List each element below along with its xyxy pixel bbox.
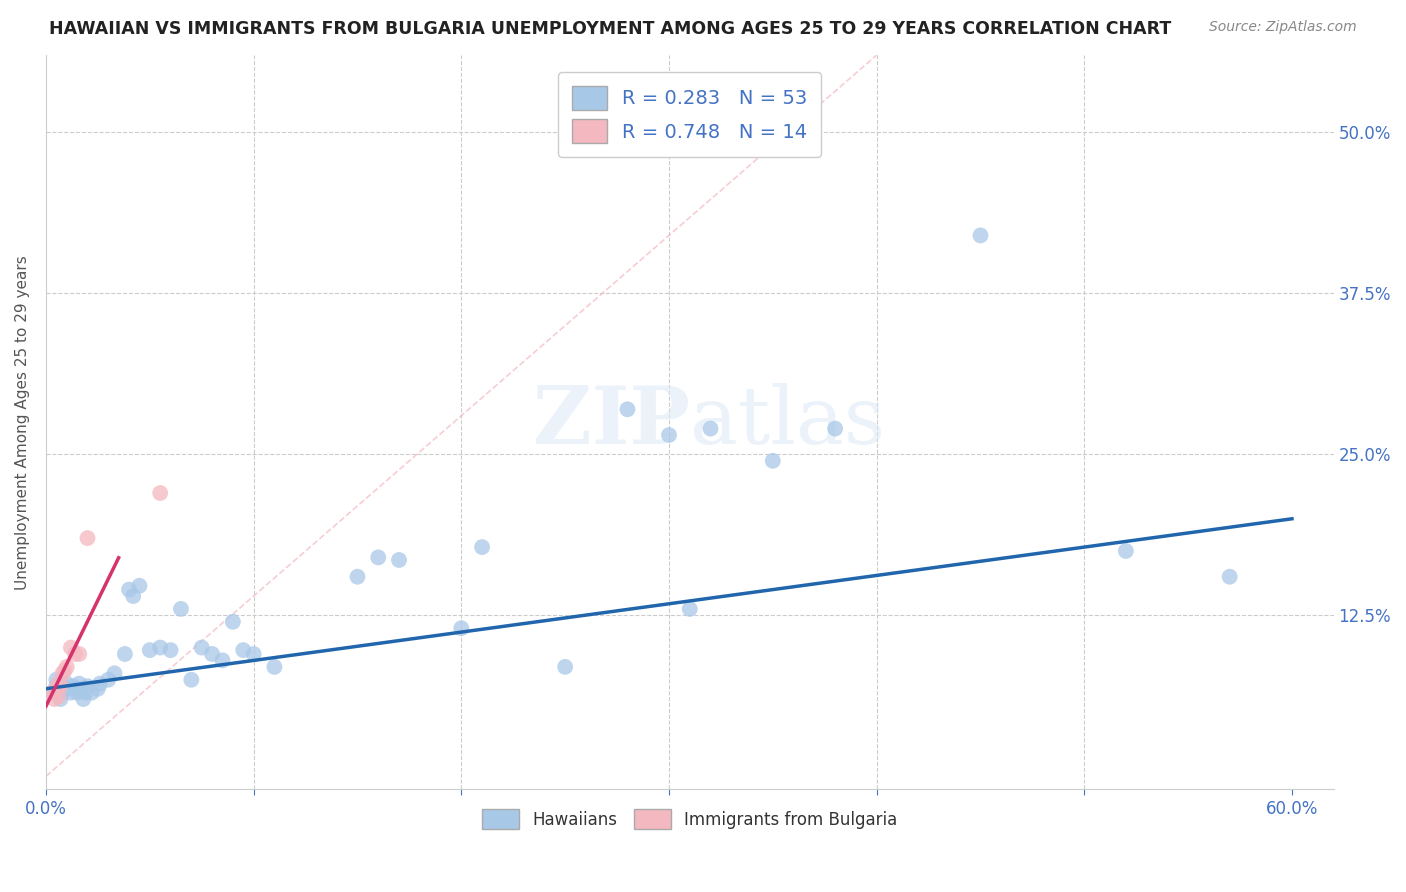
Point bbox=[67, 676, 90, 690]
Point bbox=[969, 228, 991, 243]
Text: ZIP: ZIP bbox=[533, 384, 690, 461]
Point bbox=[62, 679, 84, 693]
Point bbox=[97, 673, 120, 687]
Point bbox=[1219, 570, 1241, 584]
Point bbox=[41, 685, 63, 699]
Point bbox=[53, 664, 76, 678]
Point bbox=[149, 640, 172, 655]
Point bbox=[45, 681, 67, 696]
Point bbox=[554, 660, 576, 674]
Point bbox=[762, 454, 785, 468]
Point bbox=[367, 550, 389, 565]
Point bbox=[59, 640, 82, 655]
Point bbox=[232, 643, 254, 657]
Point bbox=[346, 570, 368, 584]
Point bbox=[118, 582, 141, 597]
Text: atlas: atlas bbox=[690, 384, 884, 461]
Point bbox=[263, 660, 285, 674]
Point bbox=[190, 640, 212, 655]
Point bbox=[450, 621, 472, 635]
Point bbox=[75, 685, 97, 699]
Point bbox=[76, 679, 98, 693]
Point bbox=[80, 685, 103, 699]
Point bbox=[201, 647, 224, 661]
Point bbox=[66, 685, 89, 699]
Point bbox=[170, 602, 193, 616]
Text: HAWAIIAN VS IMMIGRANTS FROM BULGARIA UNEMPLOYMENT AMONG AGES 25 TO 29 YEARS CORR: HAWAIIAN VS IMMIGRANTS FROM BULGARIA UNE… bbox=[49, 20, 1171, 37]
Point bbox=[66, 681, 89, 696]
Point bbox=[52, 679, 75, 693]
Point bbox=[824, 422, 846, 436]
Point bbox=[388, 553, 411, 567]
Point bbox=[49, 692, 72, 706]
Point bbox=[89, 676, 111, 690]
Point bbox=[72, 681, 94, 696]
Point bbox=[128, 579, 150, 593]
Point bbox=[41, 685, 63, 699]
Point bbox=[471, 540, 494, 554]
Point bbox=[114, 647, 136, 661]
Point bbox=[59, 685, 82, 699]
Point bbox=[616, 402, 638, 417]
Point bbox=[48, 690, 70, 704]
Y-axis label: Unemployment Among Ages 25 to 29 years: Unemployment Among Ages 25 to 29 years bbox=[15, 255, 30, 590]
Point bbox=[658, 428, 681, 442]
Point bbox=[55, 676, 77, 690]
Point bbox=[1115, 544, 1137, 558]
Point bbox=[55, 660, 77, 674]
Point bbox=[48, 676, 70, 690]
Point bbox=[211, 653, 233, 667]
Point bbox=[45, 673, 67, 687]
Point bbox=[222, 615, 245, 629]
Point bbox=[139, 643, 162, 657]
Point bbox=[49, 679, 72, 693]
Point bbox=[159, 643, 181, 657]
Point bbox=[122, 589, 145, 603]
Point bbox=[242, 647, 264, 661]
Point bbox=[44, 692, 66, 706]
Legend: Hawaiians, Immigrants from Bulgaria: Hawaiians, Immigrants from Bulgaria bbox=[475, 802, 904, 836]
Point bbox=[52, 666, 75, 681]
Point bbox=[45, 679, 67, 693]
Point bbox=[87, 681, 110, 696]
Point bbox=[63, 647, 86, 661]
Point bbox=[55, 681, 77, 696]
Point bbox=[67, 647, 90, 661]
Point bbox=[72, 692, 94, 706]
Point bbox=[180, 673, 202, 687]
Point bbox=[699, 422, 721, 436]
Point bbox=[76, 531, 98, 545]
Point bbox=[52, 685, 75, 699]
Point bbox=[679, 602, 702, 616]
Text: Source: ZipAtlas.com: Source: ZipAtlas.com bbox=[1209, 20, 1357, 34]
Point bbox=[103, 666, 125, 681]
Point bbox=[149, 486, 172, 500]
